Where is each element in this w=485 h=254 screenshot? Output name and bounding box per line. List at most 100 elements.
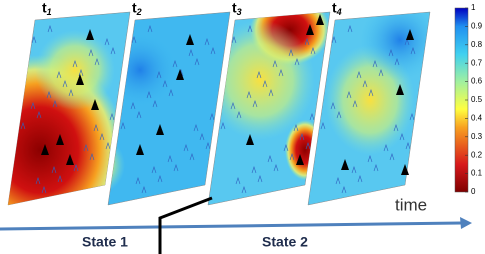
node-marker <box>162 80 168 88</box>
node-marker <box>183 144 189 152</box>
node-marker <box>372 60 378 68</box>
heat <box>8 18 125 205</box>
tower <box>136 144 144 155</box>
node-marker <box>373 164 379 172</box>
tower <box>156 124 164 135</box>
tower <box>406 29 414 40</box>
heat-region <box>208 20 315 140</box>
panels: t1 t2 t3 t4 <box>7 0 431 206</box>
node-marker <box>220 122 226 130</box>
colorbar-tick-label: 0 <box>471 187 476 196</box>
node-marker <box>47 25 53 33</box>
node-marker <box>152 100 158 108</box>
colorbar-tick-label: 0.7 <box>471 58 483 67</box>
node-marker <box>246 91 252 99</box>
node-marker <box>330 102 336 110</box>
node-marker <box>205 142 211 150</box>
node-marker <box>257 175 263 183</box>
node-marker <box>156 71 162 79</box>
tower <box>401 164 409 175</box>
node-marker <box>383 144 389 152</box>
panel <box>307 11 431 206</box>
panel-subscript: 2 <box>136 7 142 17</box>
node-marker <box>199 133 205 141</box>
node-marker <box>304 38 310 46</box>
node-marker <box>94 58 100 66</box>
node-marker <box>336 111 342 119</box>
tower <box>176 69 184 80</box>
node-marker <box>405 142 411 150</box>
node-marker <box>172 60 178 68</box>
node-marker <box>89 153 95 161</box>
node-marker <box>146 91 152 99</box>
tower <box>396 84 404 95</box>
heat-region <box>35 30 115 110</box>
heat <box>319 12 430 194</box>
node-marker <box>173 164 179 172</box>
node-marker <box>335 177 341 185</box>
node-marker <box>109 113 115 121</box>
node-marker <box>25 27 31 35</box>
node-marker <box>72 60 78 68</box>
arrow-head <box>460 217 472 229</box>
node-marker <box>93 124 99 132</box>
colorbar-tick-label: 0.8 <box>471 40 483 49</box>
node-marker <box>168 89 174 97</box>
node-marker <box>193 124 199 132</box>
tower <box>86 29 94 40</box>
node-marker <box>110 47 116 55</box>
node-marker <box>346 91 352 99</box>
tower <box>41 144 49 155</box>
node-marker <box>41 186 47 194</box>
node-marker <box>19 18 25 26</box>
node-marker <box>288 49 294 57</box>
time-arrow <box>0 221 463 231</box>
colorbar-tick-label: 0.5 <box>471 95 483 104</box>
node-marker <box>194 58 200 66</box>
node-marker <box>236 111 242 119</box>
panel-base <box>107 11 231 206</box>
node-marker <box>289 153 295 161</box>
node-marker <box>394 58 400 66</box>
node-marker <box>309 113 315 121</box>
node-marker <box>35 177 41 185</box>
node-marker <box>235 177 241 185</box>
node-marker <box>104 38 110 46</box>
panel <box>7 11 131 206</box>
node-marker <box>78 69 84 77</box>
node-marker <box>362 80 368 88</box>
tower <box>56 134 64 145</box>
node-marker <box>256 71 262 79</box>
node-marker <box>331 36 337 44</box>
node-marker <box>231 36 237 44</box>
node-marker <box>399 133 405 141</box>
node-marker <box>247 25 253 33</box>
panel-subscript: 1 <box>47 7 52 17</box>
node-marker <box>341 186 347 194</box>
node-marker <box>272 60 278 68</box>
tower <box>186 34 194 45</box>
colorbar-ticks: 0 0.1 0.2 0.3 0.4 0.5 0.6 0.7 0.8 0.9 1 <box>465 3 483 196</box>
node-marker <box>347 25 353 33</box>
tower <box>91 99 99 110</box>
colorbar-tick-label: 0.3 <box>471 132 483 141</box>
tower <box>246 134 254 145</box>
node-marker <box>204 38 210 46</box>
node-marker <box>56 71 62 79</box>
state-label: State 2 <box>262 234 308 250</box>
node-marker <box>310 47 316 55</box>
tower <box>66 154 74 165</box>
node-marker <box>283 144 289 152</box>
node-marker <box>141 186 147 194</box>
node-marker <box>157 175 163 183</box>
node-marker <box>99 133 105 141</box>
colorbar-tick-label: 0.2 <box>471 150 483 159</box>
node-marker <box>230 102 236 110</box>
node-marker <box>299 133 305 141</box>
node-marker <box>30 102 36 110</box>
node-marker <box>62 80 68 88</box>
node-marker <box>57 175 63 183</box>
heat-region <box>360 12 430 80</box>
node-marker <box>189 153 195 161</box>
